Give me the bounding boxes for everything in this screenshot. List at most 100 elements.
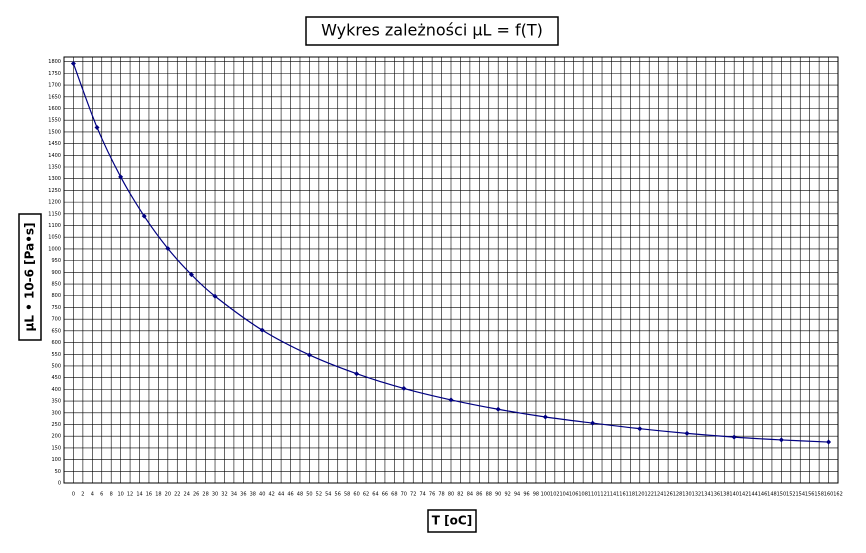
y-tick-label: 1050	[48, 235, 61, 241]
y-tick-label: 600	[51, 340, 61, 346]
x-tick-label: 114	[607, 492, 617, 498]
x-tick-label: 120	[635, 492, 645, 498]
x-tick-label: 142	[739, 492, 749, 498]
data-point	[684, 430, 690, 436]
x-tick-label: 60	[353, 492, 359, 498]
x-tick-label: 146	[758, 492, 768, 498]
chart-title: Wykres zależności μL = f(T)	[321, 21, 543, 40]
data-point	[731, 434, 737, 440]
x-tick-label: 106	[569, 492, 579, 498]
y-tick-label: 1350	[48, 165, 61, 171]
y-tick-label: 1700	[48, 83, 61, 89]
x-tick-label: 134	[701, 492, 711, 498]
y-tick-label: 1200	[48, 200, 61, 206]
x-tick-label: 70	[401, 492, 407, 498]
x-tick-label: 68	[391, 492, 397, 498]
x-tick-label: 128	[673, 492, 683, 498]
x-tick-label: 50	[306, 492, 312, 498]
y-tick-label: 1600	[48, 106, 61, 112]
y-tick-label: 1750	[48, 71, 61, 77]
x-tick-label: 104	[559, 492, 569, 498]
x-tick-label: 88	[486, 492, 492, 498]
data-point	[306, 352, 312, 358]
x-tick-label: 56	[335, 492, 341, 498]
x-tick-label: 36	[240, 492, 246, 498]
x-tick-label: 158	[814, 492, 824, 498]
x-tick-label: 16	[146, 492, 152, 498]
x-tick-label: 26	[193, 492, 199, 498]
x-label-box	[427, 509, 477, 533]
y-tick-label: 800	[51, 293, 61, 299]
x-tick-label: 20	[165, 492, 171, 498]
x-tick-label: 136	[711, 492, 721, 498]
x-tick-label: 90	[495, 492, 501, 498]
y-tick-label: 550	[51, 352, 61, 358]
y-tick-label: 1000	[48, 246, 61, 252]
y-tick-label: 650	[51, 328, 61, 334]
x-tick-label: 32	[221, 492, 227, 498]
y-tick-label: 400	[51, 387, 61, 393]
data-point	[141, 213, 147, 219]
y-tick-label: 750	[51, 305, 61, 311]
x-tick-label: 126	[663, 492, 673, 498]
data-point	[542, 414, 548, 420]
data-point	[637, 426, 643, 432]
x-tick-label: 66	[382, 492, 388, 498]
x-tick-label: 54	[325, 492, 331, 498]
x-tick-label: 96	[523, 492, 529, 498]
y-tick-label: 1150	[48, 211, 61, 217]
y-tick-label: 1650	[48, 94, 61, 100]
x-tick-label: 40	[259, 492, 265, 498]
x-tick-label: 152	[786, 492, 796, 498]
data-point	[495, 406, 501, 412]
x-tick-label: 108	[578, 492, 588, 498]
x-tick-label: 22	[174, 492, 180, 498]
x-tick-label: 94	[514, 492, 520, 498]
x-tick-label: 162	[833, 492, 843, 498]
x-tick-label: 46	[287, 492, 293, 498]
x-tick-label: 0	[72, 492, 75, 498]
x-tick-label: 92	[504, 492, 510, 498]
x-tick-label: 110	[588, 492, 598, 498]
y-tick-label: 1800	[48, 59, 61, 65]
y-tick-label: 200	[51, 434, 61, 440]
data-point	[94, 124, 100, 130]
y-tick-label: 350	[51, 399, 61, 405]
data-point	[354, 371, 360, 377]
x-tick-label: 74	[419, 492, 425, 498]
x-tick-label: 6	[100, 492, 103, 498]
x-tick-label: 48	[297, 492, 303, 498]
x-tick-label: 28	[202, 492, 208, 498]
x-tick-label: 10	[117, 492, 123, 498]
x-axis-label: T [oC]	[432, 514, 472, 528]
x-tick-label: 24	[184, 492, 190, 498]
x-tick-label: 100	[541, 492, 551, 498]
x-tick-label: 112	[597, 492, 607, 498]
x-tick-label: 34	[231, 492, 237, 498]
data-point	[448, 397, 454, 403]
title-box	[305, 16, 559, 46]
x-tick-label: 156	[805, 492, 815, 498]
y-tick-label: 850	[51, 282, 61, 288]
x-tick-label: 144	[748, 492, 758, 498]
x-tick-label: 130	[682, 492, 692, 498]
x-tick-label: 14	[136, 492, 142, 498]
y-tick-label: 300	[51, 410, 61, 416]
x-tick-label: 138	[720, 492, 730, 498]
x-tick-label: 148	[767, 492, 777, 498]
x-tick-label: 8	[110, 492, 113, 498]
y-tick-label: 1450	[48, 141, 61, 147]
x-tick-label: 132	[692, 492, 702, 498]
x-tick-label: 12	[127, 492, 133, 498]
x-tick-label: 76	[429, 492, 435, 498]
x-tick-label: 72	[410, 492, 416, 498]
x-tick-label: 122	[644, 492, 654, 498]
x-tick-label: 18	[155, 492, 161, 498]
x-tick-label: 102	[550, 492, 560, 498]
y-label-box	[18, 213, 42, 341]
x-tick-label: 154	[795, 492, 805, 498]
x-tick-label: 52	[316, 492, 322, 498]
y-tick-label: 1100	[48, 223, 61, 229]
y-tick-label: 1500	[48, 129, 61, 135]
x-tick-label: 124	[654, 492, 664, 498]
